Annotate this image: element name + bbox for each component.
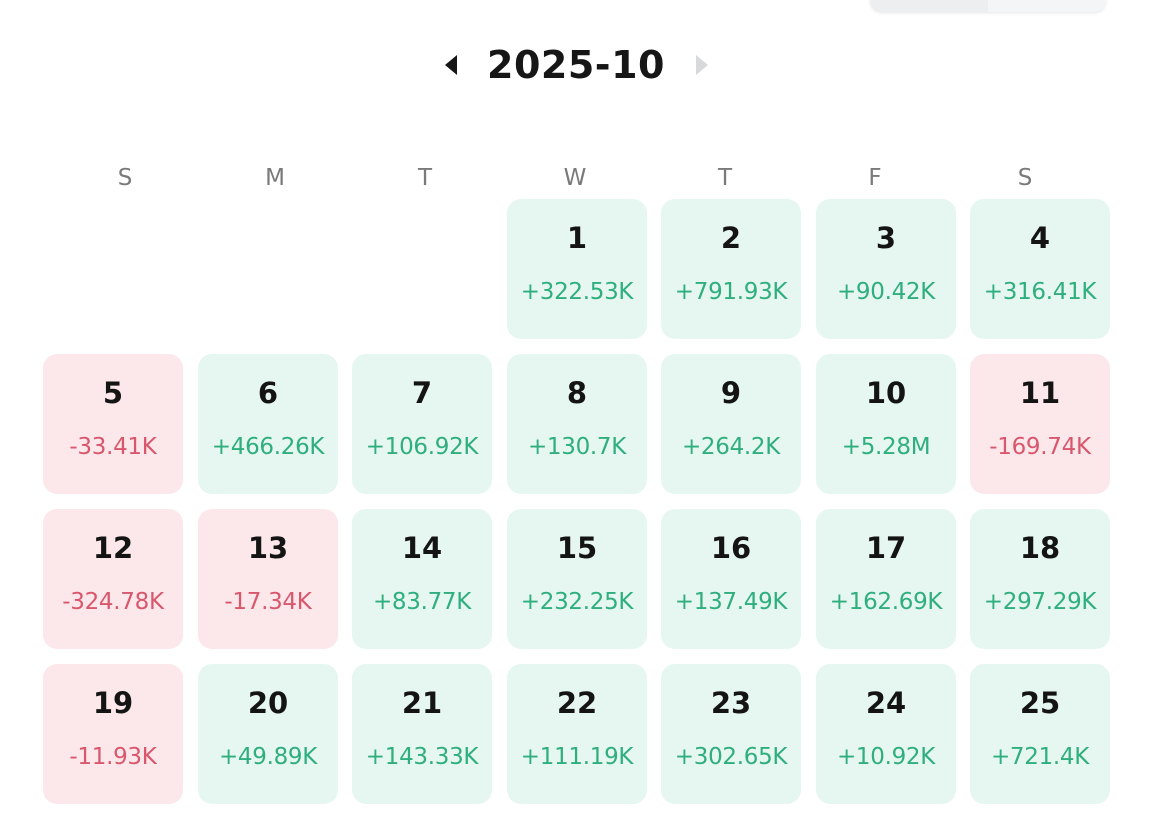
daily-pnl-value: +5.28M <box>841 434 931 460</box>
calendar-day-cell[interactable]: 21 +143.33K <box>352 664 492 804</box>
calendar-day-cell[interactable]: 12 -324.78K <box>43 509 183 649</box>
day-number: 15 <box>556 531 598 565</box>
calendar-day-cell[interactable]: 23 +302.65K <box>661 664 801 804</box>
calendar-day-cell[interactable]: 15 +232.25K <box>507 509 647 649</box>
daily-pnl-value: +10.92K <box>836 744 936 770</box>
day-number: 20 <box>247 686 289 720</box>
day-number: 6 <box>257 376 279 410</box>
day-number: 10 <box>865 376 907 410</box>
daily-pnl-value: +111.19K <box>520 744 634 770</box>
daily-pnl-value: +49.89K <box>218 744 318 770</box>
daily-pnl-value: +90.42K <box>836 279 936 305</box>
day-number: 3 <box>875 221 897 255</box>
calendar-day-cell[interactable]: 16 +137.49K <box>661 509 801 649</box>
weekday-label: M <box>265 165 285 191</box>
day-number: 1 <box>566 221 588 255</box>
day-number: 5 <box>102 376 124 410</box>
weekday-label: S <box>1017 165 1033 191</box>
daily-pnl-value: +322.53K <box>520 279 634 305</box>
month-header: 2025-10 <box>0 32 1150 98</box>
calendar-day-cell[interactable]: 10 +5.28M <box>816 354 956 494</box>
caret-right-icon[interactable] <box>688 50 718 80</box>
daily-pnl-value: -324.78K <box>62 589 164 615</box>
weekday-label: T <box>417 165 433 191</box>
day-number: 21 <box>401 686 443 720</box>
day-number: 14 <box>401 531 443 565</box>
view-toggle[interactable] <box>870 0 1106 12</box>
weekday-label: S <box>117 165 133 191</box>
daily-pnl-value: +137.49K <box>674 589 788 615</box>
daily-pnl-value: +297.29K <box>983 589 1097 615</box>
day-number: 23 <box>710 686 752 720</box>
daily-pnl-value: +130.7K <box>527 434 627 460</box>
day-number: 25 <box>1019 686 1061 720</box>
calendar-day-cell[interactable]: 9 +264.2K <box>661 354 801 494</box>
daily-pnl-value: -17.34K <box>224 589 312 615</box>
calendar-day-cell[interactable]: 6 +466.26K <box>198 354 338 494</box>
daily-pnl-value: +791.93K <box>674 279 788 305</box>
day-number: 16 <box>710 531 752 565</box>
calendar-day-cell[interactable]: 8 +130.7K <box>507 354 647 494</box>
view-toggle-active-segment[interactable] <box>870 0 988 12</box>
calendar-day-cell[interactable]: 7 +106.92K <box>352 354 492 494</box>
weekday-header-row: S M T W T F S <box>48 158 1112 198</box>
calendar-day-cell[interactable]: 3 +90.42K <box>816 199 956 339</box>
daily-pnl-value: -33.41K <box>69 434 157 460</box>
daily-pnl-value: +316.41K <box>983 279 1097 305</box>
day-number: 19 <box>92 686 134 720</box>
calendar-day-cell[interactable]: 1 +322.53K <box>507 199 647 339</box>
calendar-day-cell[interactable]: 20 +49.89K <box>198 664 338 804</box>
weekday-label: T <box>717 165 733 191</box>
calendar-day-cell[interactable]: 14 +83.77K <box>352 509 492 649</box>
day-number: 7 <box>411 376 433 410</box>
day-number: 17 <box>865 531 907 565</box>
calendar-day-cell[interactable]: 13 -17.34K <box>198 509 338 649</box>
day-number: 4 <box>1029 221 1051 255</box>
daily-pnl-value: +83.77K <box>372 589 472 615</box>
day-number: 18 <box>1019 531 1061 565</box>
calendar-day-cell[interactable]: 24 +10.92K <box>816 664 956 804</box>
day-number: 12 <box>92 531 134 565</box>
calendar-day-cell[interactable]: 11 -169.74K <box>970 354 1110 494</box>
day-number: 13 <box>247 531 289 565</box>
caret-left-icon[interactable] <box>436 50 466 80</box>
daily-pnl-value: +721.4K <box>990 744 1090 770</box>
calendar-day-cell[interactable]: 2 +791.93K <box>661 199 801 339</box>
daily-pnl-value: +106.92K <box>365 434 479 460</box>
daily-pnl-value: +264.2K <box>681 434 781 460</box>
day-number: 9 <box>720 376 742 410</box>
calendar-day-cell[interactable]: 5 -33.41K <box>43 354 183 494</box>
weekday-label: F <box>868 165 882 191</box>
daily-pnl-value: -169.74K <box>989 434 1091 460</box>
daily-pnl-value: +143.33K <box>365 744 479 770</box>
daily-pnl-value: +466.26K <box>211 434 325 460</box>
calendar-day-cell[interactable]: 4 +316.41K <box>970 199 1110 339</box>
day-number: 2 <box>720 221 742 255</box>
day-number: 24 <box>865 686 907 720</box>
day-number: 11 <box>1019 376 1061 410</box>
day-number: 8 <box>566 376 588 410</box>
calendar-day-cell[interactable]: 22 +111.19K <box>507 664 647 804</box>
daily-pnl-value: +302.65K <box>674 744 788 770</box>
calendar-day-cell[interactable]: 18 +297.29K <box>970 509 1110 649</box>
day-number: 22 <box>556 686 598 720</box>
calendar-day-cell[interactable]: 17 +162.69K <box>816 509 956 649</box>
daily-pnl-value: +162.69K <box>829 589 943 615</box>
calendar-day-cell[interactable]: 19 -11.93K <box>43 664 183 804</box>
calendar-day-cell[interactable]: 25 +721.4K <box>970 664 1110 804</box>
weekday-label: W <box>563 165 587 191</box>
daily-pnl-value: +232.25K <box>520 589 634 615</box>
daily-pnl-value: -11.93K <box>69 744 157 770</box>
month-title: 2025-10 <box>487 43 665 87</box>
calendar-grid: 1 +322.53K 2 +791.93K 3 +90.42K 4 +316.41K 5 -33.… <box>43 199 1113 809</box>
